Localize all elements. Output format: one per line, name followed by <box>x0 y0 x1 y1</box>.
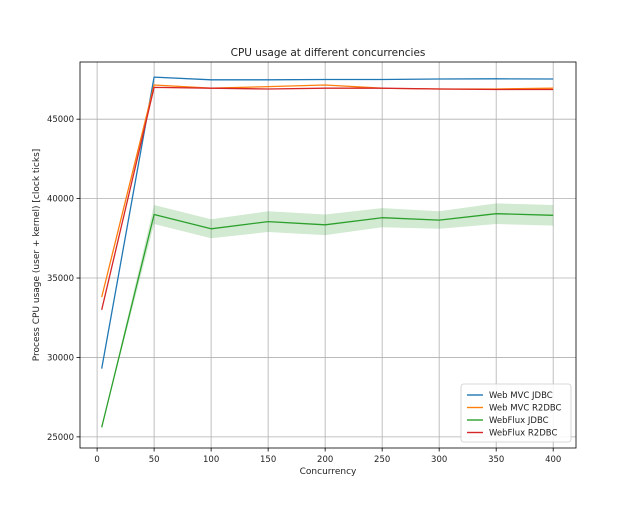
y-tick-label: 25000 <box>47 433 74 443</box>
x-tick-label: 350 <box>488 455 504 465</box>
y-tick-label: 30000 <box>47 353 74 363</box>
x-tick-label: 400 <box>545 455 561 465</box>
legend-box <box>460 383 572 443</box>
y-axis-label: Process CPU usage (user + kernel) [clock… <box>32 149 42 362</box>
legend: Web MVC JDBC Web MVC R2DBC WebFlux JDBC Web… <box>460 383 572 443</box>
x-tick-label: 250 <box>374 455 390 465</box>
x-tick-label: 100 <box>203 455 219 465</box>
series-line <box>101 84 554 298</box>
series-line <box>101 76 554 369</box>
x-tick-label: 300 <box>431 455 447 465</box>
chart-title: CPU usage at different concurrencies <box>231 47 426 59</box>
series-line <box>101 213 554 428</box>
x-axis-ticks: 0 50 100 150 200 250 300 350 400 <box>94 448 561 465</box>
grid <box>80 62 576 448</box>
legend-entry: WebFlux JDBC <box>489 416 549 426</box>
x-axis-label: Concurrency <box>300 467 357 477</box>
x-tick-label: 200 <box>317 455 333 465</box>
series-line <box>101 86 554 310</box>
legend-entry: Web MVC JDBC <box>489 391 553 401</box>
y-tick-label: 35000 <box>47 274 74 284</box>
x-tick-label: 150 <box>260 455 276 465</box>
plot-frame <box>79 61 577 449</box>
legend-entry: WebFlux R2DBC <box>489 429 557 439</box>
x-tick-label: 0 <box>94 455 99 465</box>
y-axis-ticks: 25000 30000 35000 40000 45000 <box>47 115 80 443</box>
series-lines <box>101 76 554 428</box>
y-tick-label: 40000 <box>47 195 74 205</box>
legend-entry: Web MVC R2DBC <box>489 404 562 414</box>
x-tick-label: 50 <box>149 455 160 465</box>
y-tick-label: 45000 <box>47 115 74 125</box>
